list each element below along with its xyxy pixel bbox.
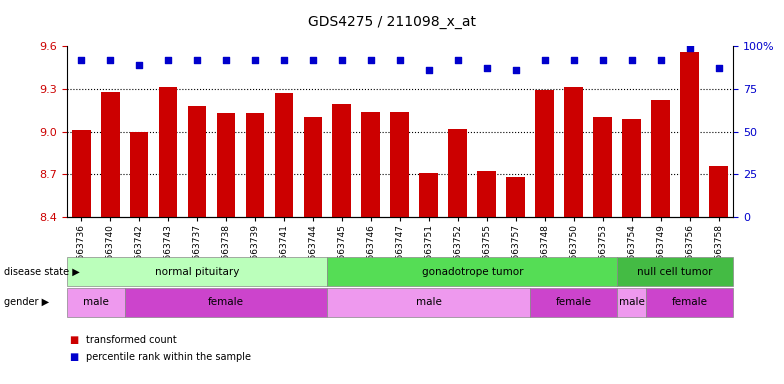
Bar (710, 166, 728, 217)
Bar (593, 117, 612, 217)
Text: male: male (619, 297, 644, 308)
Bar (506, 177, 525, 217)
Point (684, 45, 696, 51)
Text: female: female (672, 297, 708, 308)
Point (481, 65, 493, 71)
Bar (448, 129, 467, 217)
Text: male: male (82, 297, 108, 308)
Bar (564, 88, 583, 217)
Text: ■: ■ (69, 352, 78, 362)
Bar (158, 88, 177, 217)
Text: gender ▶: gender ▶ (4, 297, 49, 308)
Point (423, 67, 435, 73)
Point (191, 57, 203, 63)
Bar (216, 113, 235, 217)
Bar (187, 106, 206, 217)
Point (597, 57, 609, 63)
Text: gonadotrope tumor: gonadotrope tumor (422, 266, 523, 277)
Text: transformed count: transformed count (86, 335, 177, 345)
Bar (303, 117, 322, 217)
Bar (361, 112, 380, 217)
Bar (274, 93, 293, 217)
Point (103, 57, 116, 63)
Bar (245, 113, 264, 217)
Bar (332, 104, 351, 217)
Point (539, 57, 551, 63)
Point (249, 57, 261, 63)
Text: ■: ■ (69, 335, 78, 345)
Text: percentile rank within the sample: percentile rank within the sample (86, 352, 251, 362)
Text: male: male (416, 297, 441, 308)
Bar (71, 130, 90, 217)
Point (336, 57, 348, 63)
Point (365, 57, 377, 63)
Bar (622, 119, 641, 217)
Point (510, 67, 522, 73)
Bar (419, 173, 438, 217)
Point (568, 57, 580, 63)
Bar (390, 112, 409, 217)
Point (74, 57, 87, 63)
Point (132, 62, 145, 68)
Text: null cell tumor: null cell tumor (637, 266, 713, 277)
Point (394, 57, 406, 63)
Point (626, 57, 638, 63)
Text: disease state ▶: disease state ▶ (4, 266, 80, 277)
Bar (129, 132, 148, 217)
Point (162, 57, 174, 63)
Bar (535, 90, 554, 217)
Bar (100, 92, 119, 217)
Bar (652, 100, 670, 217)
Bar (477, 171, 496, 217)
Bar (681, 52, 699, 217)
Text: female: female (208, 297, 244, 308)
Point (278, 57, 290, 63)
Text: normal pituitary: normal pituitary (154, 266, 239, 277)
Point (307, 57, 319, 63)
Point (452, 57, 464, 63)
Text: female: female (556, 297, 592, 308)
Point (713, 65, 725, 71)
Text: GDS4275 / 211098_x_at: GDS4275 / 211098_x_at (308, 15, 476, 29)
Point (655, 57, 667, 63)
Point (220, 57, 232, 63)
